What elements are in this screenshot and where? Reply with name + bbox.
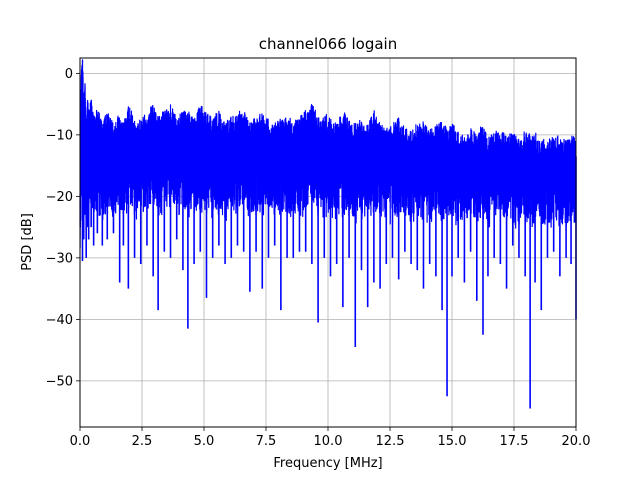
x-tick-label: 0.0 <box>70 434 91 449</box>
y-tick-label: 0 <box>65 67 73 82</box>
psd-series-0 <box>79 59 577 409</box>
y-tick-label: −40 <box>46 313 73 328</box>
y-tick-label: −10 <box>46 128 73 143</box>
y-axis-label: PSD [dB] <box>20 213 35 271</box>
x-tick-label: 20.0 <box>562 434 591 449</box>
axis-ticks: 0.0 2.5 5.0 7.5 10.0 12.5 15.0 17.5 20.0 0 −10 −20 −… <box>46 67 591 449</box>
x-tick-label: 10.0 <box>314 434 343 449</box>
x-tick-label: 7.5 <box>256 434 277 449</box>
y-tick-label: −50 <box>46 374 73 389</box>
x-tick-label: 2.5 <box>132 434 153 449</box>
y-tick-label: −30 <box>46 251 73 266</box>
x-tick-label: 12.5 <box>376 434 405 449</box>
x-axis-label: Frequency [MHz] <box>273 456 382 471</box>
chart-title: channel066 logain <box>259 35 398 53</box>
y-tick-label: −20 <box>46 190 73 205</box>
series-layer <box>79 59 577 409</box>
x-tick-label: 17.5 <box>500 434 529 449</box>
x-tick-label: 5.0 <box>194 434 215 449</box>
x-tick-label: 15.0 <box>438 434 467 449</box>
